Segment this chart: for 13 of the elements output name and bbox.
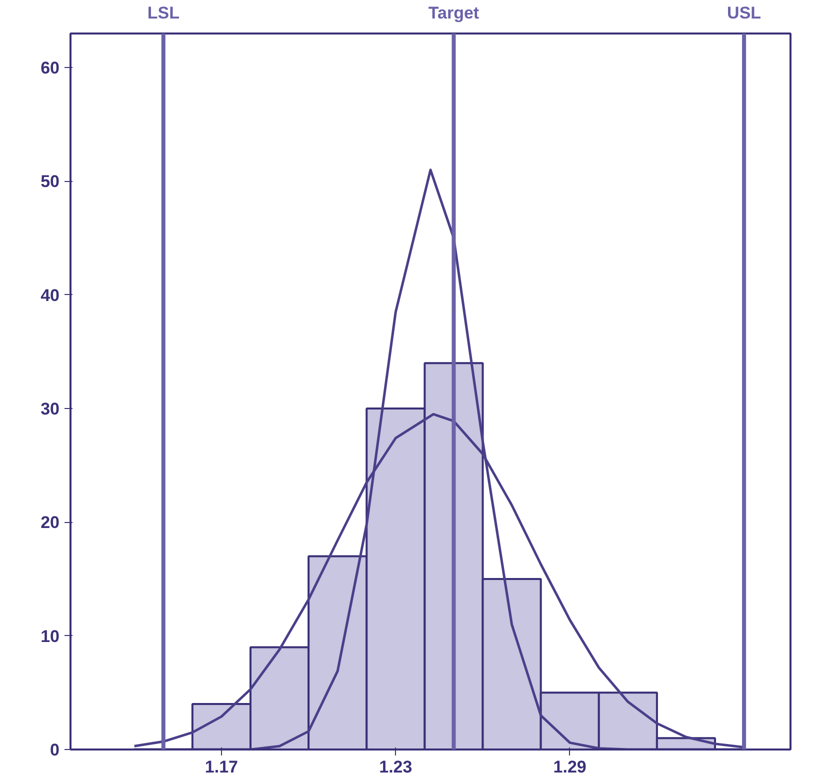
x-tick-label: 1.17 <box>204 758 238 776</box>
y-tick-label: 0 <box>50 740 60 760</box>
y-tick-label: 60 <box>40 58 60 78</box>
y-tick-label: 40 <box>40 286 60 305</box>
y-tick-label: 10 <box>40 626 60 646</box>
x-tick-label: 1.29 <box>553 758 586 776</box>
y-tick-label: 30 <box>40 400 60 419</box>
ref-line-label: Target <box>428 4 480 22</box>
x-tick-label: 1.23 <box>379 758 412 776</box>
y-tick-label: 50 <box>40 172 60 192</box>
y-tick-label: 20 <box>40 513 60 532</box>
ref-line-label: LSL <box>147 4 180 22</box>
ref-line-label: USL <box>727 4 762 22</box>
